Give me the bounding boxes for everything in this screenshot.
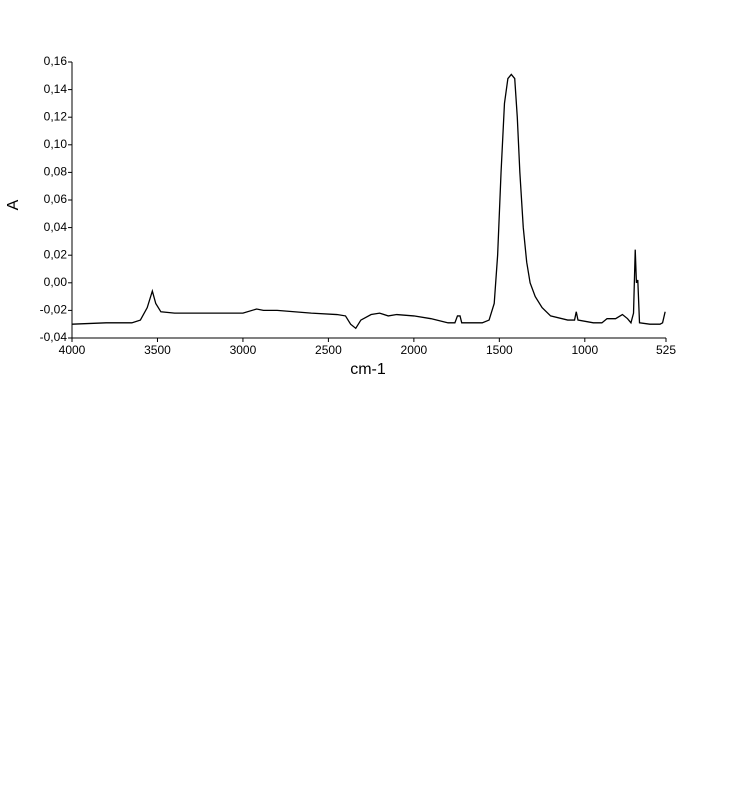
x-tick-label: 2500 — [315, 343, 342, 357]
y-tick-label: -0,04 — [40, 330, 68, 344]
y-tick-label: 0,08 — [44, 165, 68, 179]
x-axis-title: cm-1 — [350, 361, 386, 378]
y-tick-label: 0,02 — [44, 247, 68, 261]
x-tick-label: 525 — [656, 343, 676, 357]
x-tick-label: 1000 — [571, 343, 598, 357]
y-tick-label: 0,14 — [44, 82, 68, 96]
x-tick-label: 3000 — [230, 343, 257, 357]
y-tick-label: 0,04 — [44, 220, 68, 234]
x-tick-label: 4000 — [59, 343, 86, 357]
y-tick-label: 0,12 — [44, 109, 68, 123]
x-tick-label: 1500 — [486, 343, 513, 357]
y-tick-label: -0,02 — [40, 303, 68, 317]
x-tick-label: 2000 — [401, 343, 428, 357]
spectrum-line — [71, 73, 666, 330]
y-tick-label: 0,06 — [44, 192, 68, 206]
y-axis-title: A — [5, 199, 22, 210]
y-tick-label: 0,10 — [44, 137, 68, 151]
y-tick-label: 0,16 — [44, 54, 68, 68]
y-tick-label: 0,00 — [44, 275, 68, 289]
x-tick-label: 3500 — [144, 343, 171, 357]
